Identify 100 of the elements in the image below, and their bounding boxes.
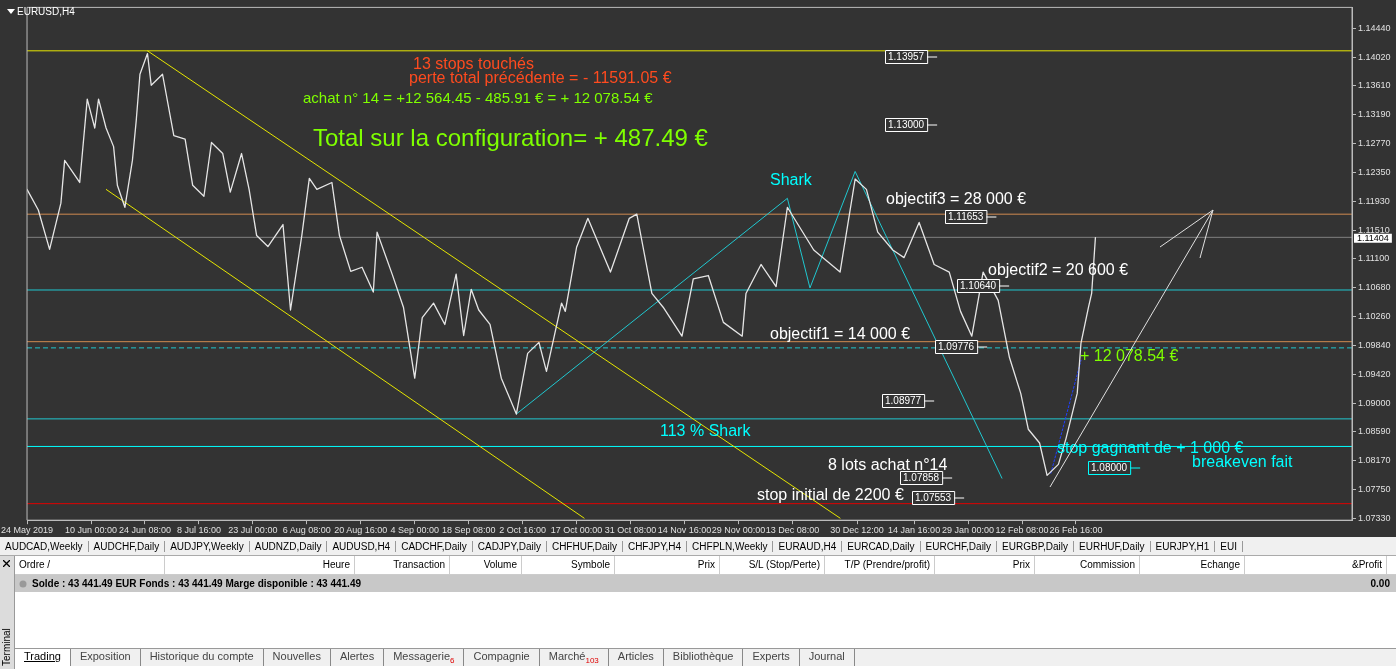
annotation: 1.07858 (903, 471, 940, 483)
text: Echange (1140, 556, 1245, 574)
x-tick-label: 24 May 2019 (0, 525, 54, 536)
text: S/L (Stop/Perte) (720, 556, 825, 574)
text: EURHUF,Daily (1074, 540, 1151, 552)
text: &Profit (1245, 556, 1387, 574)
x-tick-label: 29 Jan 00:00 (942, 525, 995, 536)
annotation: 1.07553 (915, 491, 952, 503)
text: Commission (1035, 556, 1140, 574)
text: EURGBP,Daily (997, 540, 1075, 552)
y-tick-label: 1.09840 (1358, 339, 1391, 350)
annotation: objectif1 = 14 000 € (770, 325, 911, 343)
x-tick-label: 24 Jun 08:00 (118, 525, 171, 536)
annotation: objectif3 = 28 000 € (886, 190, 1027, 208)
text: EURCAD,Daily (842, 540, 921, 552)
text: Prix (615, 556, 720, 574)
text: EURCHF,Daily (920, 540, 998, 552)
y-tick-label: 1.11100 (1358, 252, 1390, 263)
text: EUI (1215, 540, 1243, 552)
text: Marché$_{103}$ (539, 648, 609, 666)
text: Trading (15, 648, 71, 666)
text: Nouvelles (263, 648, 331, 666)
annotation: 8 lots achat n°14 (828, 456, 948, 474)
y-tick-label: 1.13190 (1358, 108, 1391, 119)
x-tick-label: 8 Jul 16:00 (176, 525, 221, 536)
x-tick-label: 6 Aug 08:00 (282, 525, 331, 536)
text: CHFPLN,Weekly (687, 540, 774, 552)
text: Historique du compte (140, 648, 264, 666)
text: CADJPY,Daily (472, 540, 547, 552)
text: Articles (608, 648, 664, 666)
text: CHFJPY,H4 (622, 540, 688, 552)
text: Transaction (355, 556, 450, 574)
text: Prix (935, 556, 1035, 574)
text: AUDJPY,Weekly (165, 540, 250, 552)
text: Messagerie$_{6}$ (384, 648, 465, 666)
text: AUDNZD,Daily (249, 540, 328, 552)
y-tick-label: 1.14020 (1358, 51, 1391, 62)
x-tick-label: 2 Oct 16:00 (499, 525, 546, 536)
text: AUDCAD,Weekly (0, 540, 89, 552)
x-tick-label: 30 Dec 12:00 (830, 525, 884, 536)
annotation: Shark (770, 171, 813, 189)
text: CADCHF,Daily (396, 540, 473, 552)
annotation: 1.08000 (1091, 461, 1128, 473)
annotation: 1.09776 (938, 340, 975, 352)
x-tick-label: 20 Aug 16:00 (334, 525, 388, 536)
annotation: 1.08977 (885, 394, 922, 406)
text: Exposition (70, 648, 141, 666)
x-tick-label: 18 Sep 08:00 (441, 525, 496, 536)
text: EURAUD,H4 (773, 540, 843, 552)
text: Volume (450, 556, 522, 574)
text: EURJPY,H1 (1150, 540, 1216, 552)
text: T/P (Prendre/profit) (825, 556, 935, 574)
annotation: 13 stops touchés (413, 55, 534, 72)
y-tick-label: 1.11930 (1358, 195, 1390, 206)
x-tick-label: 4 Sep 00:00 (390, 525, 439, 536)
annotation: + 12 078.54 € (1080, 347, 1179, 365)
text: Heure (165, 556, 355, 574)
text: Symbole (522, 556, 615, 574)
y-tick-label: 1.11510 (1358, 224, 1390, 235)
y-tick-label: 1.08590 (1358, 425, 1391, 436)
text: Bibliothèque (663, 648, 744, 666)
y-tick-label: 1.09420 (1358, 368, 1391, 379)
annotation: 1.11653 (948, 210, 984, 222)
text: Experts (743, 648, 800, 666)
y-tick-label: 1.13610 (1358, 79, 1391, 90)
text: Solde : 43 441.49 EUR Fonds : 43 441.49 Marge disponible : 43 441.49 (31, 577, 362, 591)
y-tick-label: 1.07750 (1358, 483, 1391, 494)
annotation: 1.13957 (888, 50, 925, 62)
x-tick-label: 29 Nov 00:00 (711, 525, 766, 536)
x-tick-label: 31 Oct 08:00 (604, 525, 657, 536)
text: 0.00 (1370, 577, 1390, 591)
y-tick-label: 1.12350 (1358, 166, 1391, 177)
annotation: breakeven fait (1192, 453, 1294, 471)
x-tick-label: 14 Jan 16:00 (888, 525, 941, 536)
y-tick-label: 1.10680 (1358, 281, 1391, 292)
y-tick-label: 1.07330 (1358, 512, 1391, 523)
text: Journal (799, 648, 855, 666)
y-tick-label: 1.14440 (1358, 22, 1391, 33)
x-tick-label: 14 Nov 16:00 (657, 525, 712, 536)
x-tick-label: 23 Jul 00:00 (228, 525, 278, 536)
annotation: 113 % Shark (660, 422, 752, 440)
annotation: achat n° 14 = +12 564.45 - 485.91 € = + 12 078.54 € (303, 89, 653, 106)
ref-line-label: 1.11404 (1357, 232, 1389, 243)
x-tick-label: 10 Jun 00:00 (64, 525, 118, 536)
annotation: 1.13000 (888, 118, 925, 130)
text: Terminal (1, 628, 12, 666)
y-tick-label: 1.12770 (1358, 137, 1391, 148)
y-tick-label: 1.09000 (1358, 397, 1391, 408)
text: Alertes (330, 648, 385, 666)
y-tick-label: 1.08170 (1358, 454, 1391, 465)
x-tick-label: 17 Oct 00:00 (550, 525, 603, 536)
chart-title: EURUSD,H4 (17, 6, 75, 17)
x-tick-label: 12 Feb 08:00 (995, 525, 1049, 536)
text: Compagnie (464, 648, 540, 666)
text: CHFHUF,Daily (546, 540, 623, 552)
x-tick-label: 13 Dec 08:00 (765, 525, 820, 536)
x-tick-label: 26 Feb 16:00 (1049, 525, 1103, 536)
y-tick-label: 1.10260 (1358, 310, 1391, 321)
text: AUDCHF,Daily (88, 540, 166, 552)
annotation: 1.10640 (960, 279, 997, 291)
